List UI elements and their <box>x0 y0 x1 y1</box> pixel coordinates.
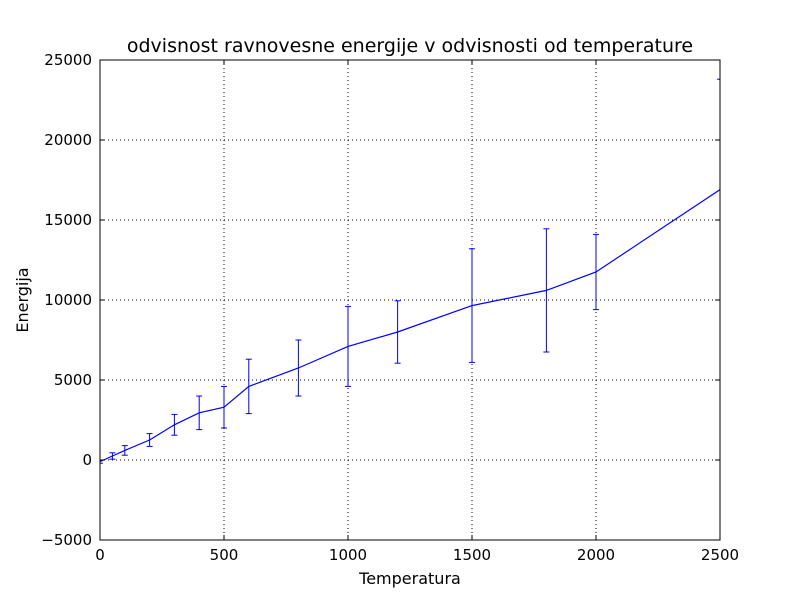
x-tick-label: 1500 <box>453 546 491 564</box>
y-axis-label: Energija <box>13 267 32 332</box>
y-tick-label: −5000 <box>41 531 92 549</box>
y-tick-label: 25000 <box>44 51 92 69</box>
x-tick-label: 2500 <box>701 546 739 564</box>
y-tick-label: 5000 <box>54 371 92 389</box>
series-line <box>100 189 720 463</box>
series-group <box>100 78 720 464</box>
series-layer <box>100 78 720 464</box>
x-tick-label: 2000 <box>577 546 615 564</box>
x-tick-label: 1000 <box>329 546 367 564</box>
axis-ticks: 0 500 1000 1500 2000 2500−5000050001000015000… <box>41 51 739 564</box>
x-axis-label: Temperatura <box>358 569 461 588</box>
x-tick-label: 500 <box>210 546 239 564</box>
y-tick-label: 0 <box>82 451 92 469</box>
y-tick-label: 15000 <box>44 211 92 229</box>
chart-title: odvisnost ravnovesne energije v odvisnos… <box>127 35 693 57</box>
y-tick-label: 10000 <box>44 291 92 309</box>
y-tick-label: 20000 <box>44 131 92 149</box>
x-tick-label: 0 <box>95 546 105 564</box>
